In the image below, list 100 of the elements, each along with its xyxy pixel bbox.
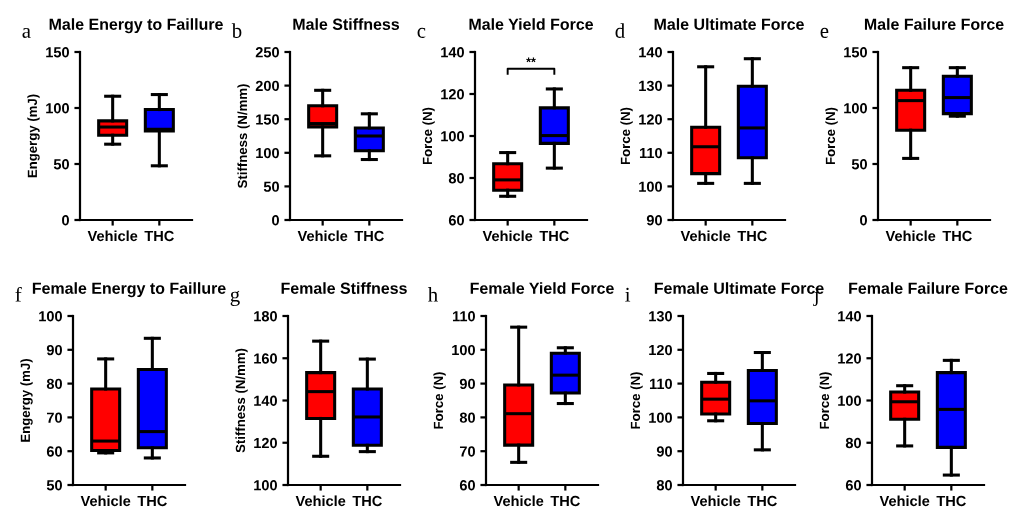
chart-title: Female Energy to Faillure [32, 282, 226, 298]
y-tick-label: 60 [46, 446, 62, 457]
y-tick-label: 140 [639, 47, 662, 58]
x-tick-label: Vehicle [80, 495, 131, 507]
chart-title: Female Stiffness [281, 282, 407, 294]
x-tick-label: THC [936, 495, 966, 507]
y-tick-label: 80 [845, 437, 861, 449]
text: c [417, 27, 426, 38]
chart-title: Male Stiffness [293, 18, 400, 30]
y-tick-label: 140 [838, 311, 861, 322]
y-tick-label: 150 [46, 47, 69, 58]
text: i [625, 287, 631, 302]
y-axis-title: Force (N) [825, 107, 838, 165]
y-tick-label: 180 [254, 311, 277, 322]
y-tick-label: 80 [459, 412, 475, 423]
y-tick-label: 200 [255, 80, 279, 92]
y-tick-label: 0 [272, 215, 279, 226]
text: b [231, 23, 242, 38]
y-axis-title: Force (N) [422, 107, 435, 165]
chart-title: Female Failure Force [849, 282, 1008, 294]
x-tick-label: Vehicle [680, 230, 731, 242]
annotation: ** [526, 57, 536, 63]
y-axis-title: Stiffness (N/mm) [235, 348, 248, 453]
y-axis-title: Force (N) [819, 372, 832, 429]
x-tick-label: THC [352, 495, 382, 507]
y-axis-title: Force (N) [433, 372, 446, 429]
x-tick-label: Vehicle [690, 495, 741, 507]
y-tick-label: 120 [441, 89, 464, 100]
chart-title: Female Yield Force [470, 282, 614, 294]
y-axis-title: Engergy (mJ) [27, 94, 40, 178]
y-tick-label: 110 [452, 311, 475, 322]
y-tick-label: 80 [656, 480, 672, 491]
text: d [615, 23, 625, 38]
y-tick-label: 100 [452, 344, 475, 356]
chart-title: Male Yield Force [469, 18, 594, 30]
y-tick-label: 0 [62, 215, 69, 226]
y-tick-label: 80 [448, 173, 464, 184]
text: g [230, 290, 240, 307]
text: f [15, 286, 22, 302]
y-axis-title: Force (N) [630, 372, 643, 429]
chart-title: Male Energy to Faillure [49, 18, 223, 34]
y-tick-label: 90 [646, 215, 662, 226]
y-tick-label: 50 [46, 480, 62, 491]
y-tick-label: 60 [459, 480, 475, 491]
y-tick-label: 100 [639, 181, 662, 192]
chart-title: Male Ultimate Force [654, 18, 804, 30]
x-tick-label: THC [539, 230, 569, 242]
y-tick-label: 150 [844, 47, 867, 58]
y-tick-label: 60 [448, 215, 464, 226]
text: a [22, 27, 31, 38]
x-tick-label: THC [942, 230, 972, 242]
y-tick-label: 120 [254, 437, 277, 449]
y-tick-label: 100 [256, 147, 279, 159]
y-tick-label: 100 [39, 311, 62, 322]
x-tick-label: Vehicle [87, 230, 138, 242]
y-tick-label: 100 [46, 103, 69, 114]
y-tick-label: 150 [256, 114, 279, 125]
y-tick-label: 100 [254, 480, 277, 491]
y-tick-label: 250 [255, 47, 279, 58]
y-tick-label: 110 [639, 147, 662, 159]
x-tick-label: THC [354, 230, 384, 242]
x-tick-label: THC [144, 230, 174, 242]
y-tick-label: 100 [844, 103, 867, 114]
y-tick-label: 120 [649, 344, 672, 356]
y-axis-title: Engergy (mJ) [20, 359, 33, 442]
y-tick-label: 70 [459, 446, 475, 457]
x-tick-label: THC [550, 495, 580, 507]
x-tick-label: Vehicle [885, 230, 936, 242]
y-tick-label: 50 [53, 159, 69, 170]
y-tick-label: 90 [46, 344, 62, 356]
y-tick-label: 100 [649, 412, 672, 423]
y-tick-label: 80 [46, 378, 62, 390]
chart-title: Male Failure Force [864, 18, 1004, 30]
y-tick-label: 130 [639, 80, 662, 92]
y-tick-label: 90 [656, 446, 672, 457]
x-tick-label: Vehicle [295, 495, 346, 507]
x-tick-label: Vehicle [482, 230, 533, 242]
x-tick-label: THC [747, 495, 777, 507]
y-tick-label: 50 [263, 181, 279, 192]
y-tick-label: 110 [649, 378, 672, 390]
y-tick-label: 120 [838, 353, 861, 364]
x-tick-label: THC [737, 230, 767, 242]
y-tick-label: 140 [441, 47, 464, 58]
y-axis-title: Force (N) [620, 107, 633, 165]
y-tick-label: 120 [639, 114, 662, 125]
x-tick-label: Vehicle [297, 230, 348, 242]
text: e [820, 27, 829, 38]
y-tick-label: 100 [441, 131, 464, 142]
y-tick-label: 130 [649, 311, 672, 322]
y-axis-title: Stiffness (N/mm) [237, 84, 250, 189]
y-tick-label: 160 [254, 353, 277, 364]
y-tick-label: 0 [860, 215, 867, 226]
y-tick-label: 60 [845, 480, 861, 491]
text: h [427, 287, 438, 302]
y-tick-label: 90 [459, 378, 475, 390]
y-tick-label: 140 [254, 395, 277, 406]
x-tick-label: THC [137, 495, 167, 507]
y-tick-label: 70 [46, 412, 62, 423]
x-tick-label: Vehicle [493, 495, 544, 507]
y-tick-label: 50 [851, 159, 867, 170]
